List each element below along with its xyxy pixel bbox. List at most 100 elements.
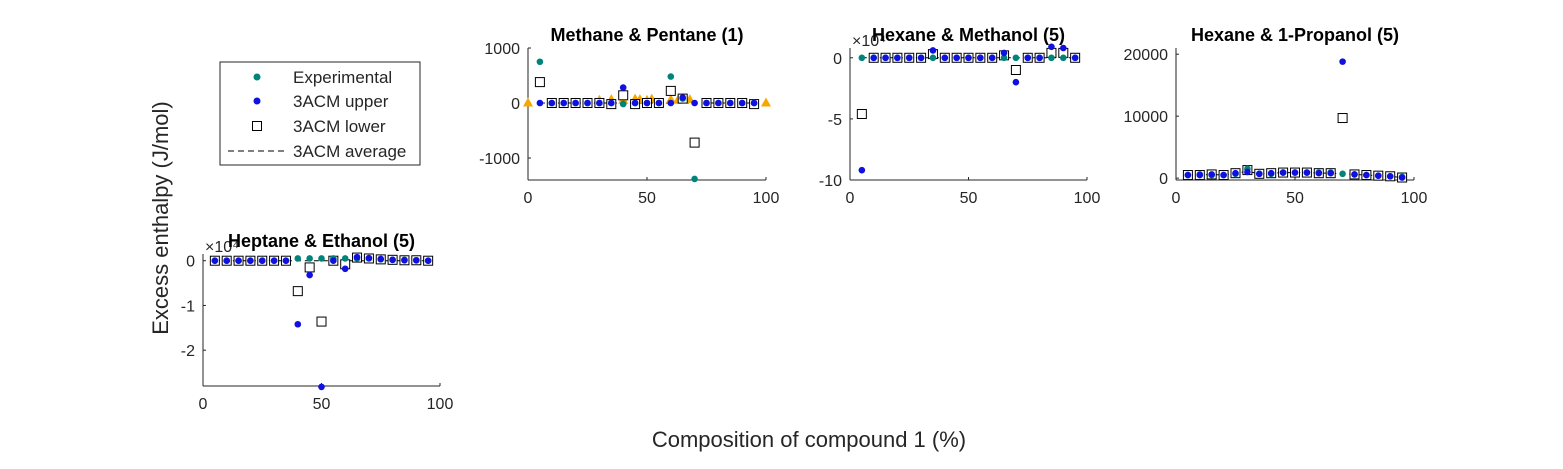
point-3acm-upper: [389, 256, 396, 264]
x-tick-label: 100: [753, 190, 780, 207]
point-3acm-upper: [413, 256, 420, 264]
point-3acm-upper: [1196, 171, 1204, 179]
point-3acm-upper: [1339, 58, 1346, 65]
point-3acm-upper: [1220, 171, 1227, 179]
point-3acm-upper: [858, 166, 866, 174]
extra-point: [761, 97, 771, 107]
point-experimental: [536, 58, 544, 66]
point-3acm-upper: [894, 54, 901, 62]
point-experimental: [929, 54, 937, 62]
point-experimental: [1012, 54, 1020, 62]
point-3acm-upper: [1012, 78, 1020, 86]
point-3acm-upper: [377, 255, 385, 263]
x-tick-label: 50: [1286, 190, 1304, 207]
point-3acm-upper: [679, 94, 686, 101]
point-3acm-upper: [715, 99, 722, 107]
point-experimental: [1060, 54, 1067, 62]
y-tick-label: -1000: [479, 151, 520, 168]
point-3acm-upper: [401, 256, 408, 264]
x-tick-label: 100: [1074, 190, 1101, 207]
point-3acm-upper: [917, 54, 925, 62]
point-3acm-upper: [584, 99, 591, 107]
point-experimental: [341, 255, 349, 262]
point-3acm-upper: [270, 257, 278, 265]
legend-upper-marker: [253, 97, 261, 105]
point-3acm-upper: [1256, 170, 1263, 178]
point-3acm-upper: [619, 84, 627, 91]
extra-point: [523, 97, 533, 107]
point-3acm-upper: [1267, 169, 1275, 177]
point-3acm-upper: [1071, 54, 1079, 62]
point-3acm-upper: [1000, 49, 1008, 57]
point-3acm-upper: [977, 54, 984, 62]
point-3acm-upper: [1291, 169, 1299, 176]
point-3acm-upper: [1279, 169, 1287, 176]
point-3acm-upper: [1386, 172, 1394, 180]
y-tick-label: 0: [186, 254, 195, 271]
point-3acm-upper: [365, 254, 373, 262]
y-tick-label: 20000: [1124, 47, 1169, 64]
y-tick-label: 0: [511, 96, 520, 113]
figure-x-axis-label: Composition of compound 1 (%): [652, 427, 966, 452]
x-tick-label: 100: [1401, 190, 1428, 207]
y-tick-label: 0: [833, 51, 842, 68]
legend-entry-average: 3ACM average: [293, 142, 406, 161]
subplot-1: 0 50 100 1000 0 -1000 Methane & Pentane (1): [479, 25, 779, 207]
y-tick-label: -2: [181, 343, 195, 360]
point-3acm-upper: [953, 54, 960, 62]
y-tick-label: -1: [181, 298, 195, 315]
y-tick-label: 1000: [484, 41, 520, 58]
point-3acm-upper: [905, 54, 913, 62]
point-3acm-upper: [560, 99, 567, 107]
figure-y-axis-label: Excess enthalpy (J/mol): [148, 101, 173, 335]
point-3acm-upper: [655, 99, 663, 107]
legend-entry-upper: 3ACM upper: [293, 92, 389, 111]
point-3acm-upper: [1184, 171, 1192, 179]
point-3acm-upper: [318, 383, 325, 391]
legend-experimental-marker: [253, 73, 261, 81]
point-3acm-upper: [536, 99, 544, 107]
point-3acm-upper: [596, 99, 603, 107]
point-3acm-lower: [856, 109, 867, 119]
y-tick-label: 0: [1159, 171, 1168, 188]
point-3acm-upper: [1060, 44, 1067, 52]
x-tick-label: 0: [1172, 190, 1181, 207]
point-3acm-upper: [341, 265, 349, 273]
point-3acm-upper: [258, 257, 266, 265]
point-3acm-upper: [1208, 171, 1215, 178]
point-3acm-upper: [703, 99, 710, 107]
subplot-title: Heptane & Ethanol (5): [228, 231, 415, 251]
point-3acm-upper: [965, 54, 972, 62]
point-experimental: [619, 100, 627, 108]
x-tick-label: 50: [638, 190, 656, 207]
point-experimental: [294, 255, 302, 262]
point-3acm-upper: [1363, 171, 1370, 179]
subplot-3: 0 50 100 20000 10000 0 Hexane & 1-Propanol (5): [1124, 25, 1428, 207]
point-3acm-upper: [941, 54, 949, 62]
point-3acm-upper: [643, 99, 651, 107]
x-tick-label: 50: [313, 396, 331, 413]
y-tick-label: -10: [819, 173, 842, 190]
point-3acm-upper: [1375, 172, 1382, 179]
point-3acm-upper: [294, 320, 302, 328]
point-3acm-lower: [316, 316, 327, 327]
point-3acm-upper: [247, 257, 254, 265]
point-experimental: [1000, 54, 1008, 62]
x-tick-label: 50: [960, 190, 978, 207]
point-3acm-upper: [1398, 174, 1406, 181]
point-3acm-upper: [691, 99, 698, 107]
y-tick-label: 10000: [1124, 109, 1169, 126]
point-3acm-upper: [929, 47, 937, 54]
legend-lower-marker: [252, 121, 262, 131]
point-3acm-upper: [1024, 54, 1032, 62]
point-3acm-lower: [665, 85, 676, 96]
subplot-title: Methane & Pentane (1): [550, 25, 743, 45]
x-tick-label: 0: [199, 396, 208, 413]
x-tick-label: 0: [846, 190, 855, 207]
point-3acm-upper: [306, 271, 313, 279]
point-3acm-upper: [548, 99, 556, 107]
